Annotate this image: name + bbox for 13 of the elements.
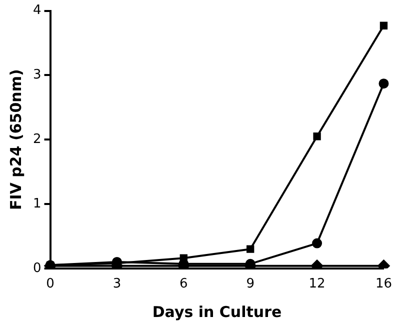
y-tick-label: 3 — [32, 68, 42, 83]
x-tick-label: 3 — [112, 276, 122, 292]
y-tick-label: 0 — [32, 260, 42, 276]
x-tick-label: 0 — [46, 276, 54, 292]
x-tick-label: 6 — [180, 276, 188, 292]
x-tick-label: 16 — [375, 276, 392, 292]
y-tick-label: 4 — [32, 3, 42, 18]
y-tick-label: 1 — [32, 196, 42, 212]
y-axis-title: FIV p24 (650nm) — [6, 69, 25, 210]
x-axis-title: Days in Culture — [152, 302, 282, 321]
x-tick-label: 9 — [246, 276, 254, 292]
x-tick-label: 12 — [308, 276, 326, 292]
y-tick-label: 2 — [32, 132, 42, 147]
